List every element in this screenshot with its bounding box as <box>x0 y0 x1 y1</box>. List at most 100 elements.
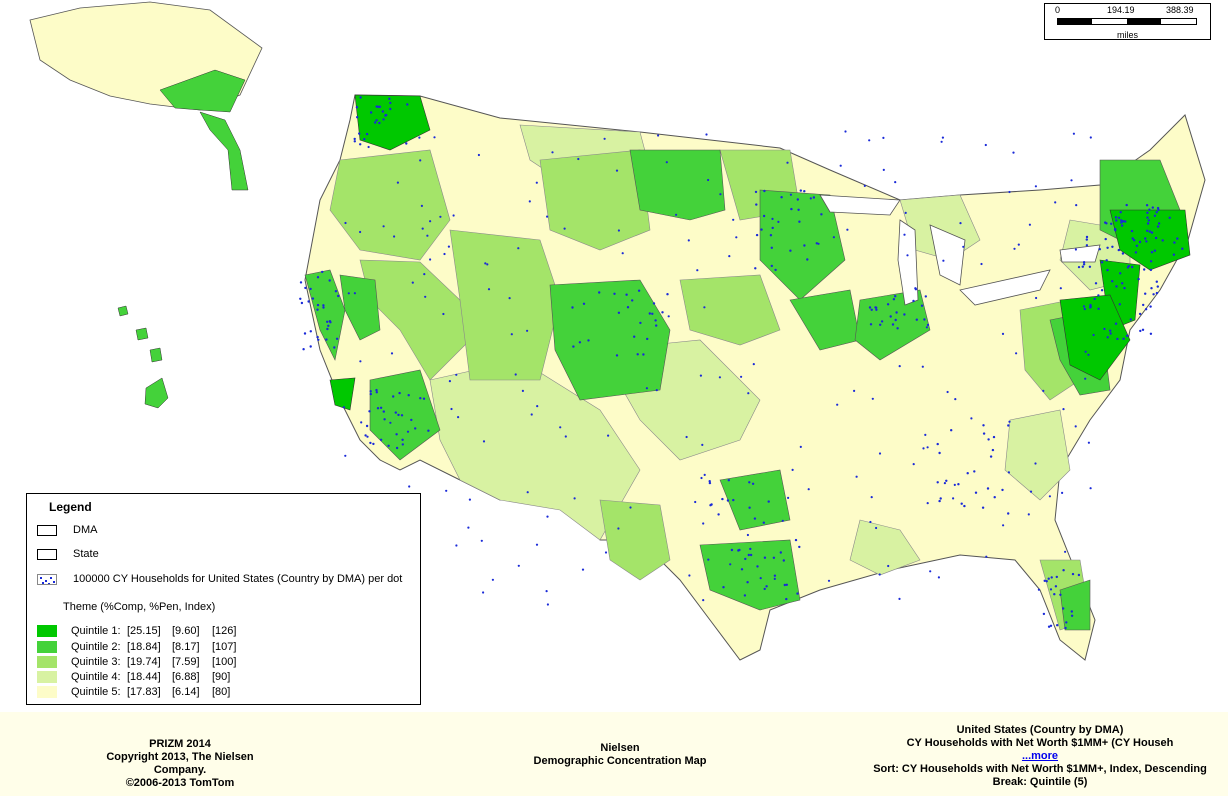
household-dot <box>1064 626 1067 630</box>
household-dot <box>486 263 489 266</box>
quintile-comp: [18.44] <box>127 670 161 683</box>
household-dot <box>717 513 720 516</box>
household-dot <box>382 118 385 121</box>
household-dot <box>526 329 529 332</box>
household-dot <box>953 483 956 486</box>
quintile-swatch <box>37 685 57 698</box>
household-dot <box>375 388 378 392</box>
household-dot <box>904 211 907 214</box>
household-dot <box>517 564 520 567</box>
household-dot <box>1106 268 1109 272</box>
household-dot <box>812 196 816 199</box>
household-dot <box>943 482 947 485</box>
household-dot <box>707 178 710 182</box>
household-dot <box>1070 614 1074 617</box>
household-dot <box>740 375 743 378</box>
household-dot <box>1047 625 1051 628</box>
household-dot <box>303 332 307 335</box>
household-dot <box>1077 573 1081 577</box>
household-dot <box>1012 151 1015 154</box>
household-dot <box>626 306 630 309</box>
household-dot <box>936 481 939 484</box>
household-dot <box>368 410 371 413</box>
household-dot <box>311 297 315 300</box>
household-dot <box>1083 307 1087 311</box>
choropleth-map[interactable] <box>0 0 1228 712</box>
household-dot <box>1116 337 1119 341</box>
household-dot <box>803 190 806 193</box>
household-dot <box>545 590 548 593</box>
household-dot <box>429 258 432 261</box>
household-dot <box>1146 229 1149 232</box>
household-dot <box>744 557 747 561</box>
household-dot <box>398 391 401 395</box>
household-dot <box>774 268 777 272</box>
household-dot <box>1153 214 1157 217</box>
household-dot <box>875 526 878 530</box>
household-dot <box>1142 303 1145 307</box>
household-dot <box>922 447 925 450</box>
household-dot <box>1056 624 1059 627</box>
household-dot <box>639 321 642 325</box>
household-dot <box>1138 240 1142 244</box>
household-dot <box>365 132 369 136</box>
household-dot <box>559 426 562 429</box>
outline-swatch <box>37 548 57 560</box>
household-dot <box>390 352 394 355</box>
household-dot <box>941 136 945 139</box>
household-dot <box>655 389 658 392</box>
household-dot <box>895 311 898 314</box>
household-dot <box>636 353 639 356</box>
quintile-index: [80] <box>212 685 231 698</box>
household-dot <box>755 203 758 206</box>
household-dot <box>1181 247 1184 250</box>
household-dot <box>942 259 945 262</box>
household-dot <box>1089 136 1092 139</box>
household-dot <box>359 360 362 363</box>
household-dot <box>1007 424 1010 427</box>
household-dot <box>984 143 987 147</box>
more-link[interactable]: ...more <box>1021 750 1059 762</box>
household-dot <box>327 324 330 327</box>
household-dot <box>894 181 897 184</box>
household-dot <box>1070 610 1074 613</box>
household-dot <box>820 213 823 216</box>
map-area[interactable]: 0 194.19 388.39 miles Legend DMA State 1… <box>0 0 1228 712</box>
household-dot <box>322 306 325 309</box>
legend-layer-label: 100000 CY Households for United States (… <box>73 573 403 585</box>
household-dot <box>1146 222 1150 225</box>
household-dot <box>753 517 757 520</box>
household-dot <box>1156 225 1160 228</box>
household-dot <box>334 290 338 293</box>
household-dot <box>954 398 957 401</box>
household-dot <box>982 432 986 435</box>
quintile-swatch <box>37 640 57 653</box>
household-dot <box>780 196 783 199</box>
continental-us <box>304 94 1206 661</box>
household-dot <box>378 121 381 125</box>
household-dot <box>718 376 722 379</box>
household-dot <box>457 416 460 419</box>
household-dot <box>789 193 793 196</box>
household-dot <box>746 533 750 537</box>
household-dot <box>974 491 978 494</box>
household-dot <box>1035 296 1038 300</box>
household-dot <box>455 544 458 547</box>
household-dot <box>721 497 724 501</box>
quintile-pen: [7.59] <box>172 655 200 668</box>
household-dot <box>467 526 470 529</box>
household-dot <box>377 105 380 109</box>
household-dot <box>1138 312 1142 316</box>
household-dot <box>992 435 996 439</box>
household-dot <box>1094 282 1098 285</box>
quintile-label: Quintile 4: <box>71 670 121 683</box>
household-dot <box>1070 179 1073 182</box>
household-dot <box>1062 408 1065 411</box>
household-dot <box>1155 280 1159 283</box>
household-dot <box>940 140 943 143</box>
household-dot <box>1124 220 1127 223</box>
household-dot <box>1117 216 1121 219</box>
household-dot <box>394 411 397 414</box>
household-dot <box>981 506 985 509</box>
household-dot <box>571 306 574 309</box>
